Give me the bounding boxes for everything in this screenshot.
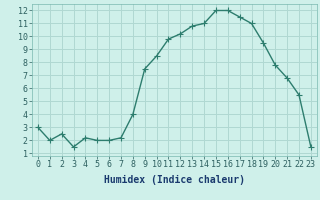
X-axis label: Humidex (Indice chaleur): Humidex (Indice chaleur) [104, 175, 245, 185]
